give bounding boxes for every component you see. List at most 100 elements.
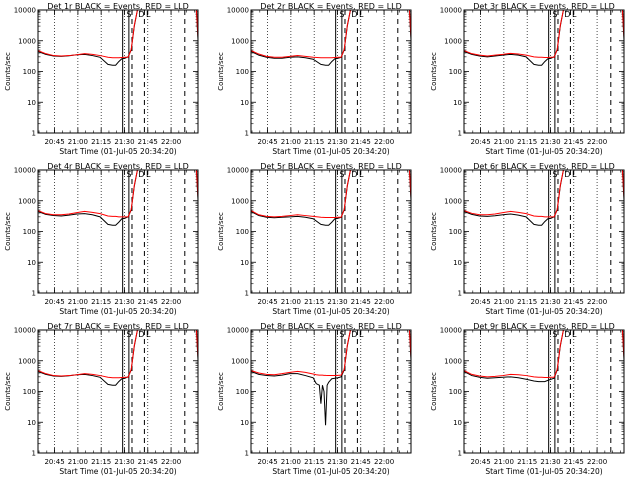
panel-det-2r: Det 2r BLACK = Events, RED = LLD Counts/s… (217, 2, 412, 156)
x-axis-label: Start Time (01-Jul-05 20:34:20) (272, 147, 389, 156)
x-tick-label: 21:45 (564, 458, 584, 466)
y-tick-label: 10 (240, 419, 249, 427)
y-tick-label: 100 (23, 68, 36, 76)
y-tick-label: 1 (32, 450, 36, 458)
y-tick-label: 1 (245, 130, 249, 138)
panel-frame (250, 169, 412, 294)
series-events (464, 330, 624, 383)
plot-area (464, 170, 624, 226)
y-tick-label: 10 (240, 99, 249, 107)
x-tick-label: 21:45 (564, 298, 584, 306)
y-axis-label: Counts/sec (430, 212, 438, 251)
interval-marker: L (146, 330, 151, 339)
y-tick-label: 100 (449, 228, 462, 236)
interval-marker: L (359, 330, 364, 339)
y-axis-label: Counts/sec (217, 52, 225, 91)
x-tick-label: 21:00 (494, 298, 514, 306)
y-tick-label: 10000 (227, 327, 249, 335)
y-tick-label: 100 (23, 388, 36, 396)
y-tick-label: 10 (27, 419, 36, 427)
x-tick-label: 21:15 (304, 138, 324, 146)
x-tick-label: 21:15 (517, 458, 537, 466)
panel-det-5r: Det 5r BLACK = Events, RED = LLD Counts/s… (217, 162, 412, 316)
x-axis-label: Start Time (01-Jul-05 20:34:20) (485, 147, 602, 156)
plot-area (38, 170, 198, 226)
panel-frame (37, 169, 199, 294)
x-tick-label: 21:45 (138, 138, 158, 146)
y-tick-label: 1000 (18, 37, 36, 45)
y-tick-label: 100 (449, 68, 462, 76)
plot-area (464, 330, 624, 383)
interval-marker: L (572, 330, 577, 339)
x-tick-label: 22:00 (587, 138, 607, 146)
y-axis-label: Counts/sec (430, 372, 438, 411)
y-tick-label: 1000 (444, 357, 462, 365)
y-axis-label: Counts/sec (430, 52, 438, 91)
x-tick-label: 21:30 (540, 298, 560, 306)
y-tick-label: 1 (458, 290, 462, 298)
x-tick-label: 21:45 (351, 458, 371, 466)
y-tick-label: 10 (27, 259, 36, 267)
interval-marker: S (552, 170, 557, 179)
interval-marker: L (572, 170, 577, 179)
interval-marker: S (339, 170, 344, 179)
x-tick-label: 20:45 (470, 138, 490, 146)
x-tick-label: 21:45 (138, 458, 158, 466)
interval-marker: D (138, 170, 144, 179)
interval-marker: S (126, 10, 131, 19)
panel-title: Det 5r BLACK = Events, RED = LLD (260, 162, 402, 171)
y-tick-label: 1000 (18, 197, 36, 205)
x-axis-label: Start Time (01-Jul-05 20:34:20) (59, 147, 176, 156)
interval-marker: D (138, 10, 144, 19)
x-tick-label: 20:45 (470, 458, 490, 466)
x-tick-label: 22:00 (374, 458, 394, 466)
y-tick-label: 10 (453, 99, 462, 107)
y-tick-label: 1 (32, 290, 36, 298)
plot-area (251, 10, 411, 66)
interval-marker: S (552, 330, 557, 339)
y-tick-label: 10 (27, 99, 36, 107)
x-tick-label: 21:30 (114, 298, 134, 306)
panel-det-8r: Det 8r BLACK = Events, RED = LLD Counts/s… (217, 322, 412, 476)
y-tick-label: 100 (236, 388, 249, 396)
plot-area (251, 330, 411, 426)
x-tick-label: 21:00 (68, 138, 88, 146)
y-tick-label: 1 (245, 450, 249, 458)
x-tick-label: 21:00 (281, 138, 301, 146)
y-axis-label: Counts/sec (4, 52, 12, 91)
interval-marker: S (126, 330, 131, 339)
plot-area (38, 10, 198, 66)
series-lld (38, 330, 198, 379)
x-tick-label: 20:45 (44, 458, 64, 466)
x-tick-label: 21:45 (564, 138, 584, 146)
x-tick-label: 22:00 (587, 458, 607, 466)
y-tick-label: 10000 (14, 7, 36, 15)
y-tick-label: 10000 (14, 327, 36, 335)
y-axis-label: Counts/sec (217, 212, 225, 251)
panel-det-6r: Det 6r BLACK = Events, RED = LLD Counts/s… (430, 162, 625, 316)
series-events (251, 330, 411, 426)
interval-marker: D (138, 330, 144, 339)
y-tick-label: 10000 (227, 7, 249, 15)
series-events (38, 330, 198, 386)
x-axis-label: Start Time (01-Jul-05 20:34:20) (485, 307, 602, 316)
x-axis-label: Start Time (01-Jul-05 20:34:20) (59, 307, 176, 316)
y-tick-label: 1 (245, 290, 249, 298)
y-tick-label: 100 (236, 228, 249, 236)
x-tick-label: 20:45 (257, 458, 277, 466)
interval-marker: S (126, 170, 131, 179)
x-tick-label: 21:15 (91, 458, 111, 466)
interval-marker: D (564, 10, 570, 19)
panel-title: Det 4r BLACK = Events, RED = LLD (47, 162, 189, 171)
panel-frame (250, 9, 412, 134)
series-events (464, 10, 624, 66)
y-tick-label: 10000 (440, 7, 462, 15)
series-lld (464, 330, 624, 379)
x-tick-label: 21:30 (540, 458, 560, 466)
x-tick-label: 21:00 (494, 458, 514, 466)
interval-marker: D (564, 170, 570, 179)
y-tick-label: 1000 (231, 197, 249, 205)
panel-det-7r: Det 7r BLACK = Events, RED = LLD Counts/s… (4, 322, 199, 476)
